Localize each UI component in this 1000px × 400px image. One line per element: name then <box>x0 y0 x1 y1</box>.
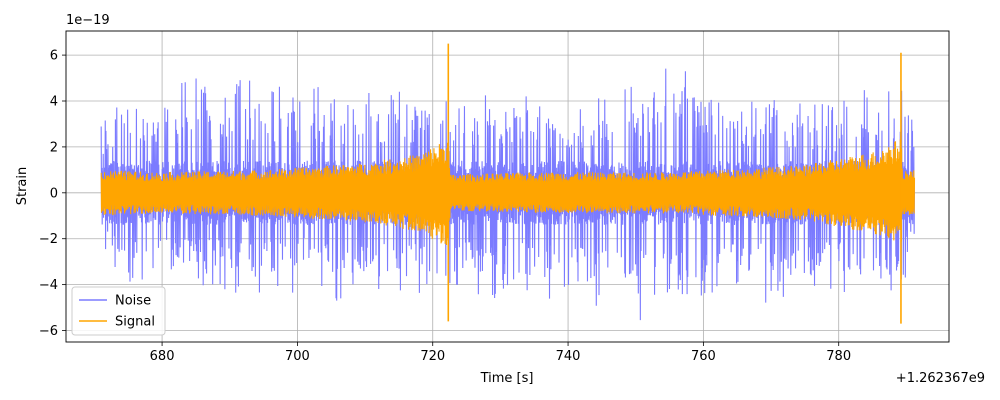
plot-area-frame <box>65 30 950 343</box>
y-tick-label: 2 <box>50 140 58 155</box>
x-tick-label: 700 <box>285 349 310 364</box>
plot-series <box>100 43 916 324</box>
legend-noise-label: Noise <box>115 294 151 309</box>
signal-series-line <box>100 139 916 246</box>
y-tick-label: −2 <box>39 232 58 247</box>
x-axis-ticks: 680 700 720 740 760 780 <box>150 342 851 364</box>
noise-series-layer <box>100 68 916 321</box>
y-tick-label: 0 <box>50 186 58 201</box>
y-scale-label: 1e−19 <box>66 13 110 28</box>
x-tick-label: 740 <box>556 349 581 364</box>
y-tick-label: 6 <box>50 49 58 64</box>
legend-box <box>71 286 166 336</box>
signal-series-layer <box>100 43 916 324</box>
x-axis-label: Time [s] <box>480 371 534 386</box>
x-tick-label: 720 <box>420 349 445 364</box>
noise-series-line <box>100 68 916 321</box>
y-tick-label: −6 <box>39 324 58 339</box>
legend-signal-label: Signal <box>115 315 155 330</box>
x-tick-label: 780 <box>826 349 851 364</box>
legend: Noise Signal <box>71 286 166 336</box>
y-tick-label: −4 <box>39 278 58 293</box>
y-axis-ticks: −6 −4 −2 0 2 4 6 <box>39 49 66 339</box>
x-tick-label: 760 <box>691 349 716 364</box>
x-offset-label: +1.262367e9 <box>896 371 985 386</box>
x-tick-label: 680 <box>150 349 175 364</box>
y-axis-label: Strain <box>15 167 30 206</box>
y-tick-label: 4 <box>50 95 58 110</box>
